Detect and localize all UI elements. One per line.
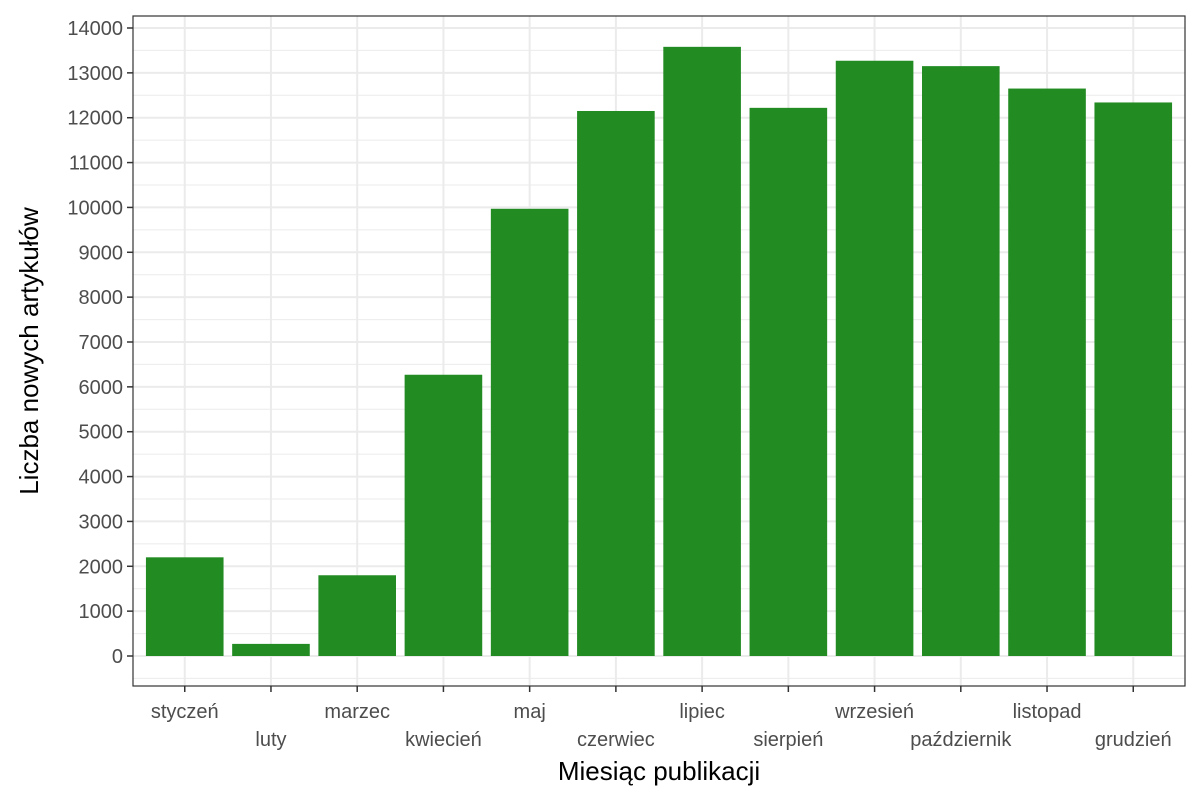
x-tick-label: maj: [514, 701, 546, 723]
x-axis: styczeń luty marzec kwiecień maj czerwiec lipi…: [151, 686, 1172, 751]
y-tick-label: 1000: [79, 601, 124, 623]
bar: [577, 110, 655, 656]
bar: [490, 208, 569, 656]
y-tick-label: 2000: [79, 556, 124, 578]
bar: [1094, 102, 1173, 656]
x-tick-label: marzec: [324, 701, 390, 723]
y-tick-label: 8000: [79, 287, 124, 309]
x-tick-label: październik: [910, 729, 1012, 751]
panel-border: [132, 15, 1186, 687]
x-tick-label: wrzesień: [834, 701, 914, 723]
y-tick-label: 7000: [79, 332, 124, 354]
x-tick-label: kwiecień: [405, 729, 482, 751]
y-tick-label: 6000: [79, 377, 124, 399]
bar: [145, 557, 224, 656]
y-tick-label: 4000: [79, 467, 124, 489]
x-axis-title: Miesiąc publikacji: [558, 756, 760, 786]
y-axis: 0 1000 2000 3000 4000 5000 6000 7000 8000 9000 100…: [67, 18, 133, 668]
x-tick-label: sierpień: [753, 729, 823, 751]
y-tick-label: 5000: [79, 422, 124, 444]
x-tick-label: styczeń: [151, 701, 219, 723]
y-tick-label: 14000: [67, 18, 123, 40]
x-tick-label: grudzień: [1095, 729, 1172, 751]
x-tick-label: luty: [255, 729, 286, 751]
bar: [1008, 88, 1086, 657]
bar: [922, 66, 1000, 657]
y-tick-label: 12000: [67, 108, 123, 130]
y-tick-label: 13000: [67, 63, 123, 85]
y-tick-label: 10000: [67, 197, 123, 219]
x-tick-label: listopad: [1013, 701, 1082, 723]
y-tick-label: 3000: [79, 511, 124, 533]
y-tick-label: 9000: [79, 242, 124, 264]
x-tick-label: lipiec: [679, 701, 725, 723]
y-axis-title: Liczba nowych artykułów: [14, 207, 44, 495]
bar: [835, 60, 914, 656]
bar: [749, 107, 828, 657]
bar: [404, 374, 483, 656]
bar: [663, 46, 741, 656]
y-tick-label: 0: [112, 646, 123, 668]
x-tick-label: czerwiec: [577, 729, 655, 751]
bar: [232, 643, 310, 656]
y-tick-label: 11000: [69, 153, 123, 175]
bar: [318, 575, 396, 656]
bar-series: [145, 46, 1173, 657]
